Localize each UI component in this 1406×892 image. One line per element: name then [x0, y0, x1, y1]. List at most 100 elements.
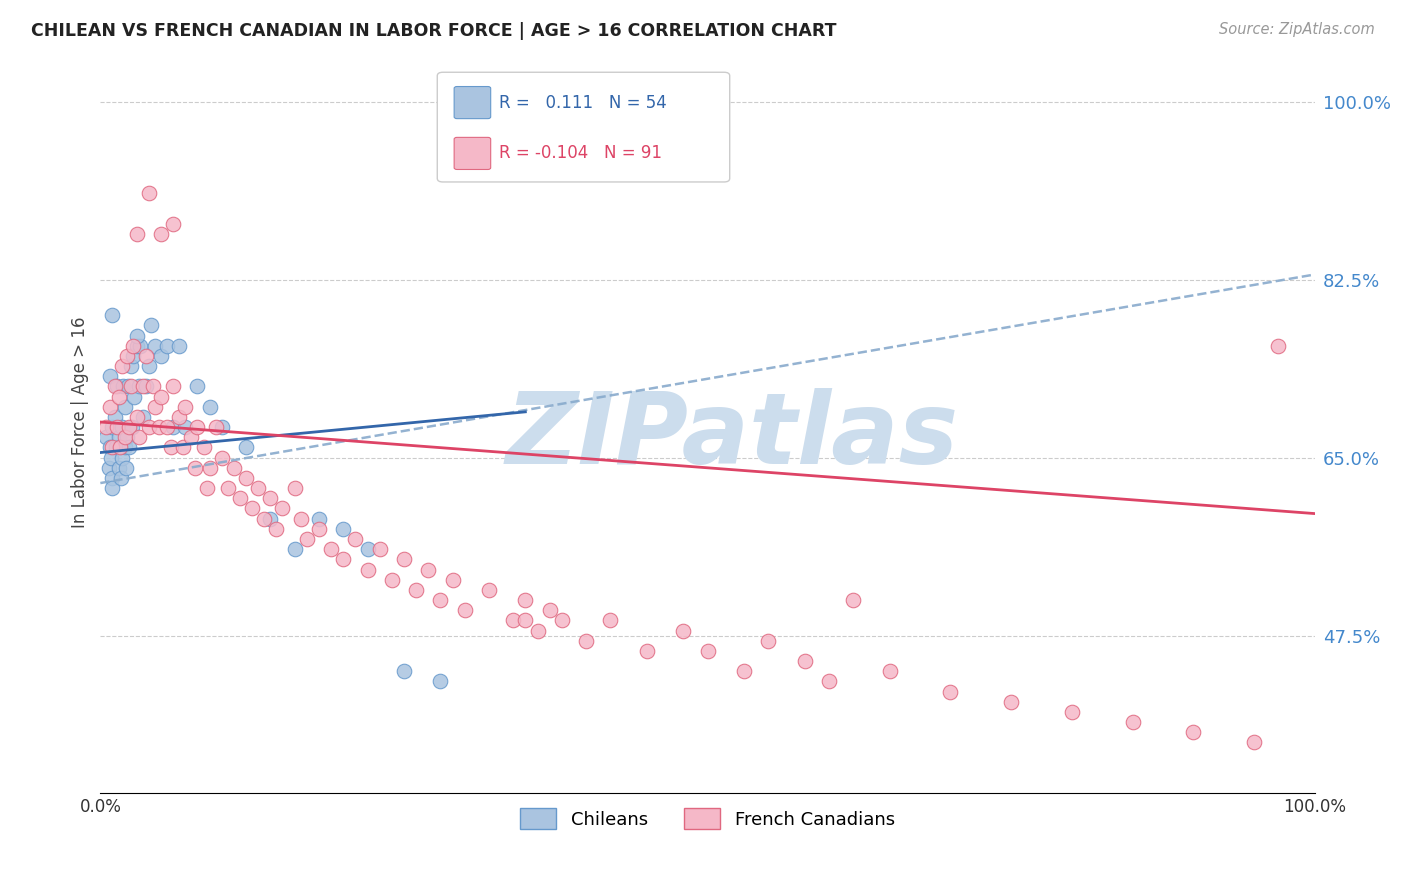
Point — [105, 441, 128, 455]
Point — [172, 441, 194, 455]
Point — [235, 441, 257, 455]
Point — [108, 441, 131, 455]
Point — [104, 379, 127, 393]
Text: ZIPatlas: ZIPatlas — [505, 388, 959, 485]
Point — [229, 491, 252, 506]
Point — [125, 328, 148, 343]
Point — [1060, 705, 1083, 719]
Point — [104, 409, 127, 424]
Point — [211, 450, 233, 465]
Point — [128, 379, 150, 393]
Point — [156, 420, 179, 434]
Point — [101, 308, 124, 322]
Point — [118, 420, 141, 434]
Text: Source: ZipAtlas.com: Source: ZipAtlas.com — [1219, 22, 1375, 37]
Point — [96, 420, 118, 434]
Point — [1182, 725, 1205, 739]
Point — [441, 573, 464, 587]
Point — [756, 633, 779, 648]
Point — [143, 339, 166, 353]
Point — [818, 674, 841, 689]
Point — [193, 441, 215, 455]
Point — [138, 420, 160, 434]
Point — [1267, 339, 1289, 353]
Y-axis label: In Labor Force | Age > 16: In Labor Force | Age > 16 — [72, 317, 89, 528]
Point — [418, 562, 440, 576]
Point — [538, 603, 561, 617]
Point — [502, 614, 524, 628]
Point — [120, 379, 142, 393]
Point — [156, 339, 179, 353]
Point — [110, 471, 132, 485]
Point — [308, 522, 330, 536]
Point — [121, 420, 143, 434]
Point — [793, 654, 815, 668]
Point — [97, 460, 120, 475]
Point — [211, 420, 233, 434]
Point — [939, 684, 962, 698]
Point — [128, 430, 150, 444]
Point — [150, 390, 173, 404]
Point — [195, 481, 218, 495]
Point — [138, 359, 160, 373]
Point — [114, 400, 136, 414]
Point — [1121, 715, 1143, 730]
Point — [100, 450, 122, 465]
Point — [169, 339, 191, 353]
Point — [551, 614, 574, 628]
Point — [575, 633, 598, 648]
Point — [111, 359, 134, 373]
Text: R =   0.111   N = 54: R = 0.111 N = 54 — [499, 94, 666, 112]
Point — [141, 318, 163, 333]
Point — [429, 593, 451, 607]
Point — [98, 400, 121, 414]
Point — [259, 511, 281, 525]
Point — [143, 400, 166, 414]
Point — [308, 511, 330, 525]
Point — [356, 542, 378, 557]
Point — [332, 522, 354, 536]
Point — [120, 359, 142, 373]
Point — [217, 481, 239, 495]
Point — [132, 409, 155, 424]
Point — [344, 532, 367, 546]
Point — [284, 481, 307, 495]
Point — [107, 390, 129, 404]
Point — [101, 471, 124, 485]
Point — [526, 624, 548, 638]
Point — [186, 379, 208, 393]
Point — [125, 409, 148, 424]
Point — [599, 614, 621, 628]
Point — [879, 665, 901, 679]
Point — [122, 349, 145, 363]
Point — [174, 400, 197, 414]
Point — [125, 227, 148, 241]
Point — [356, 562, 378, 576]
Point — [159, 441, 181, 455]
Point — [111, 450, 134, 465]
Point — [129, 339, 152, 353]
Point — [142, 379, 165, 393]
Point — [368, 542, 391, 557]
Point — [135, 349, 157, 363]
Point — [115, 430, 138, 444]
Point — [107, 430, 129, 444]
Point — [842, 593, 865, 607]
Point — [98, 441, 121, 455]
Point — [1000, 695, 1022, 709]
Point — [271, 501, 294, 516]
Point — [124, 390, 146, 404]
Point — [115, 349, 138, 363]
Point — [429, 674, 451, 689]
Point — [332, 552, 354, 566]
Point — [112, 379, 135, 393]
Point — [266, 522, 288, 536]
Point — [114, 430, 136, 444]
Point — [247, 481, 270, 495]
Point — [222, 460, 245, 475]
Point — [101, 420, 124, 434]
Point — [198, 460, 221, 475]
Text: R = -0.104   N = 91: R = -0.104 N = 91 — [499, 145, 662, 162]
Legend: Chileans, French Canadians: Chileans, French Canadians — [513, 801, 903, 837]
Point — [696, 644, 718, 658]
